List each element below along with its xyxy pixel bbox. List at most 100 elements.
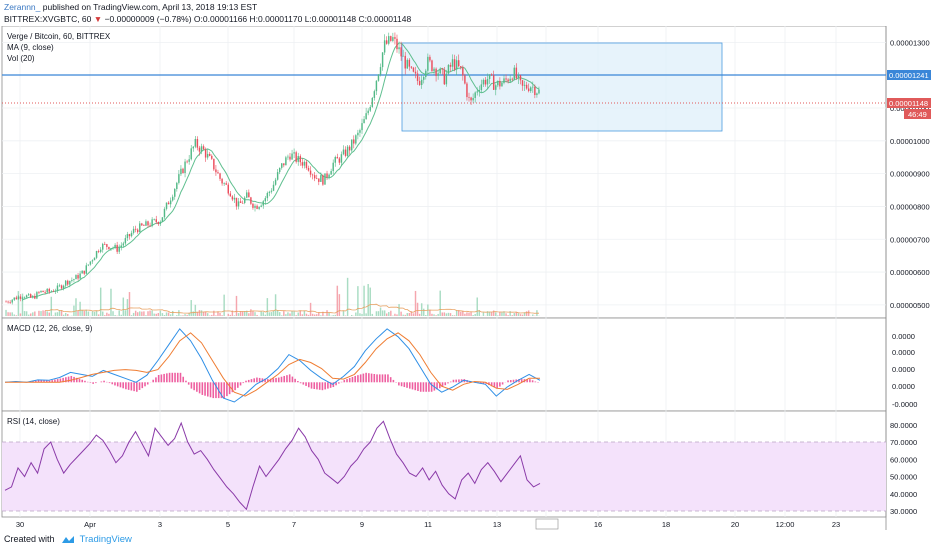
volume-bar xyxy=(268,312,271,316)
macd-hist-bar xyxy=(507,380,509,383)
candle-body xyxy=(27,294,30,296)
volume-bar xyxy=(143,311,145,316)
candle-body xyxy=(126,234,129,239)
volume-bar xyxy=(190,300,192,316)
candle-body xyxy=(239,201,242,203)
author-link[interactable]: Zerannn_ xyxy=(4,2,41,12)
candle-body xyxy=(462,67,464,76)
volume-bar xyxy=(523,312,526,316)
volume-bar xyxy=(252,311,254,316)
candle-body xyxy=(340,154,343,163)
range-box[interactable] xyxy=(401,42,723,132)
candle-body xyxy=(221,178,223,184)
volume-bar xyxy=(186,314,188,316)
volume-bar xyxy=(67,313,69,316)
candle-body xyxy=(153,219,155,220)
volume-bar xyxy=(486,311,489,316)
candle-body xyxy=(209,153,211,156)
volume-bar xyxy=(453,315,456,316)
volume-bar xyxy=(398,304,400,316)
candle-body xyxy=(359,130,361,133)
macd-hist-bar xyxy=(408,382,411,389)
rsi-band xyxy=(2,442,886,511)
candle-body xyxy=(523,84,526,86)
volume-bar xyxy=(77,310,79,316)
candle-body xyxy=(363,119,365,124)
candle-body xyxy=(40,290,42,293)
volume-bar xyxy=(425,315,427,316)
macd-hist-bar xyxy=(144,382,146,387)
candle-body xyxy=(291,153,293,160)
candle-body xyxy=(400,47,402,57)
macd-hist-bar xyxy=(283,375,286,383)
macd-hist-bar xyxy=(520,379,523,383)
volume-bar xyxy=(322,311,324,316)
resistance-price-label: 0.00001241 xyxy=(889,71,929,80)
candle-body xyxy=(104,243,106,245)
macd-hist-bar xyxy=(133,382,135,392)
candle-body xyxy=(324,173,326,185)
macd-tick-label: 0.0000 xyxy=(892,365,915,374)
macd-hist-bar xyxy=(447,382,449,384)
macd-hist-bar xyxy=(318,382,321,390)
candle-body xyxy=(52,291,55,292)
macd-hist-bar xyxy=(406,382,408,388)
candle-body xyxy=(420,79,423,86)
tradingview-link[interactable]: TradingView xyxy=(79,534,132,545)
candle-body xyxy=(379,67,382,75)
candle-body xyxy=(297,156,299,162)
macd-hist-bar xyxy=(114,382,116,386)
macd-hist-bar xyxy=(267,379,269,383)
main-legend-title: Verge / Bitcoin, 60, BITTREX xyxy=(7,32,111,41)
last-price-label: 0.00001148 xyxy=(889,99,928,108)
macd-hist-bar xyxy=(119,382,122,388)
macd-hist-bar xyxy=(398,382,400,386)
volume-bar xyxy=(517,313,520,316)
candle-body xyxy=(534,86,536,96)
macd-hist-bar xyxy=(305,382,307,386)
macd-signal-line xyxy=(5,332,540,397)
candle-body xyxy=(478,90,481,92)
candle-body xyxy=(178,174,180,183)
macd-hist-bar xyxy=(196,382,198,392)
candle-body xyxy=(276,172,279,180)
candle-body xyxy=(367,110,369,114)
volume-bar xyxy=(196,312,199,316)
volume-bar xyxy=(262,312,264,316)
candle-body xyxy=(122,243,125,246)
ma-line xyxy=(22,42,540,301)
volume-bar xyxy=(184,314,186,316)
volume-bar xyxy=(272,310,275,316)
price-tick-label: 0.00000600 xyxy=(890,268,930,277)
candle-body xyxy=(151,219,153,226)
volume-bar xyxy=(270,312,273,316)
macd-hist-bar xyxy=(84,380,86,383)
macd-axis[interactable]: 0.0000 0.0000 0.0000 0.0000 -0.0000 xyxy=(892,332,917,409)
candle-body xyxy=(217,172,219,174)
volume-bar xyxy=(449,313,452,316)
volume-bar xyxy=(5,309,7,316)
candle-body xyxy=(192,146,195,149)
volume-bar xyxy=(492,310,495,316)
volume-bar xyxy=(394,313,396,316)
candle-body xyxy=(501,82,503,87)
candle-body xyxy=(346,146,349,156)
candle-body xyxy=(262,201,264,206)
candle-body xyxy=(139,223,141,233)
volume-bar xyxy=(326,310,328,316)
chart-area[interactable]: Verge / Bitcoin, 60, BITTREX MA (9, clos… xyxy=(0,26,932,530)
volume-bar xyxy=(328,312,330,316)
volume-bar xyxy=(303,310,306,316)
volume-bar xyxy=(122,297,125,316)
rsi-axis[interactable]: 80.0000 70.0000 60.0000 50.0000 40.0000 30.00… xyxy=(890,421,917,516)
candle-body xyxy=(371,97,374,107)
volume-bar xyxy=(336,285,339,316)
macd-hist-bar xyxy=(428,382,430,392)
volume-bar xyxy=(408,312,411,316)
macd-hist-bar xyxy=(234,382,236,391)
macd-hist-bar xyxy=(422,382,425,392)
macd-hist-bar xyxy=(368,373,370,383)
candle-body xyxy=(270,190,273,192)
macd-hist-bar xyxy=(204,382,206,396)
